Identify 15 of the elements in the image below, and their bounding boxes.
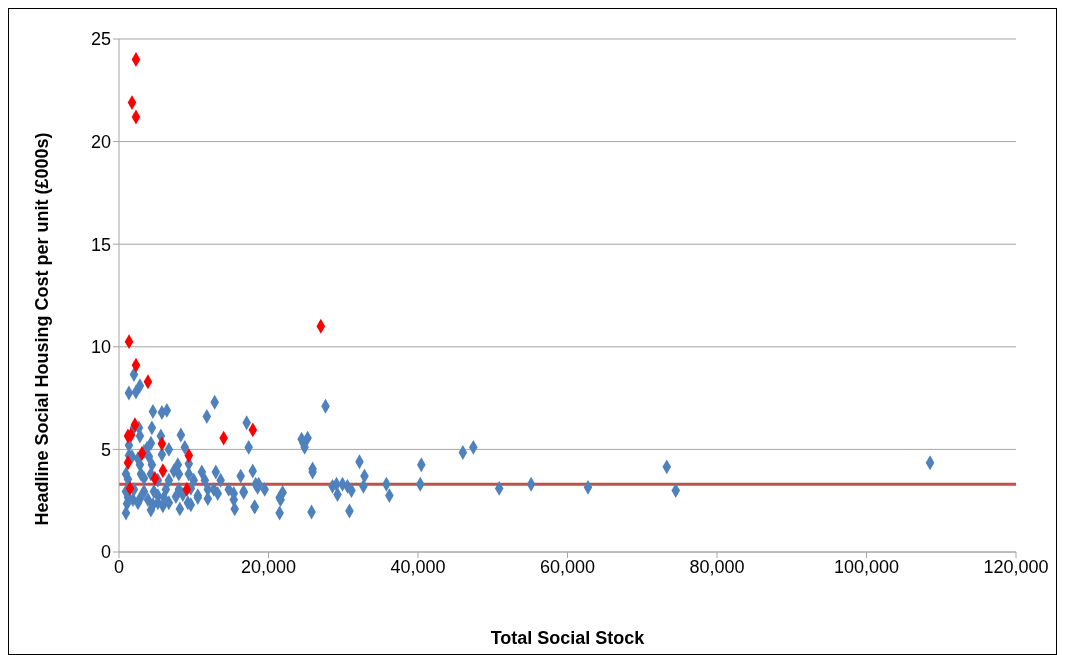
- x-tick-label: 60,000: [539, 556, 596, 577]
- y-tick-label: 15: [90, 234, 111, 255]
- y-tick-label: 25: [90, 29, 111, 50]
- x-tick-label: 40,000: [390, 556, 446, 577]
- y-tick-label: 20: [90, 131, 111, 152]
- x-tick-label: 20,000: [240, 556, 297, 577]
- x-axis-title: Total Social Stock: [490, 628, 646, 648]
- y-tick-label: 10: [90, 337, 111, 358]
- y-tick-label: 5: [100, 439, 111, 460]
- x-tick-label: 120,000: [983, 556, 1049, 577]
- y-tick-label: 0: [100, 542, 111, 563]
- x-tick-label: 0: [113, 556, 125, 577]
- x-tick-label: 100,000: [833, 556, 900, 577]
- y-axis-title: Headline Social Housing Cost per unit (£000s): [32, 132, 53, 526]
- x-tick-label: 80,000: [689, 556, 745, 577]
